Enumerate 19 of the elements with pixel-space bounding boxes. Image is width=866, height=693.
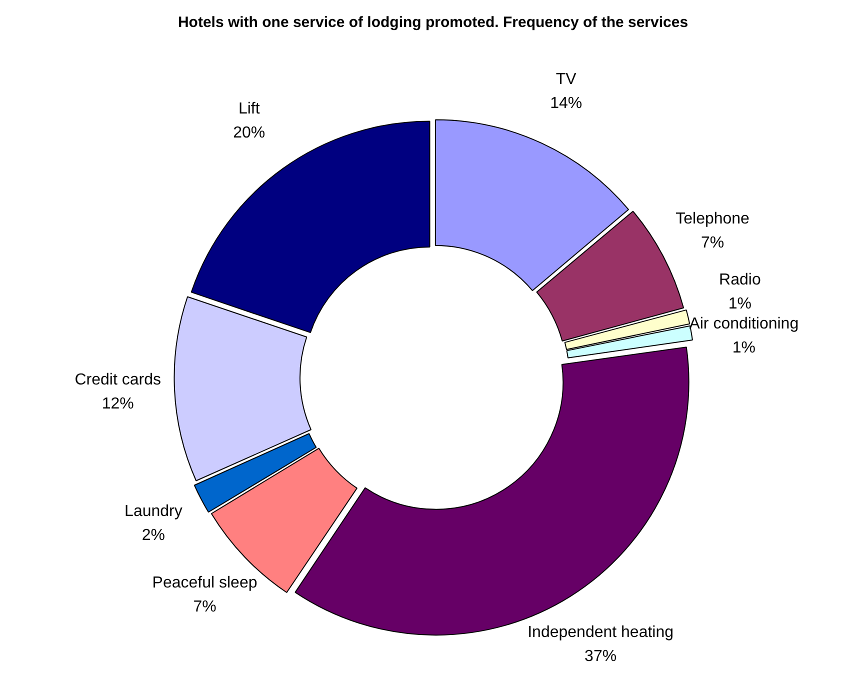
data-label: 1% (732, 340, 756, 357)
slice-label: Radio (719, 272, 761, 289)
data-label: 1% (728, 296, 752, 313)
slice-label: Air conditioning (689, 316, 799, 333)
slice-label: TV (556, 70, 577, 88)
slice-label: Lift (238, 100, 260, 118)
slice-label: Independent heating (528, 624, 674, 642)
slice-label: Peaceful sleep (152, 574, 258, 592)
data-label: 2% (142, 527, 166, 544)
data-label: 37% (584, 648, 617, 666)
data-label: 20% (233, 124, 266, 142)
data-label: 14% (550, 94, 582, 112)
slice-label: Telephone (676, 210, 750, 228)
chart-title: Hotels with one service of lodging promoted. Frequency of the services (178, 14, 688, 32)
data-label: 12% (102, 396, 134, 413)
slice-label: Credit cards (74, 372, 161, 389)
data-label: 7% (193, 598, 216, 616)
data-label: 7% (700, 234, 724, 252)
slice-label: Laundry (124, 503, 182, 520)
